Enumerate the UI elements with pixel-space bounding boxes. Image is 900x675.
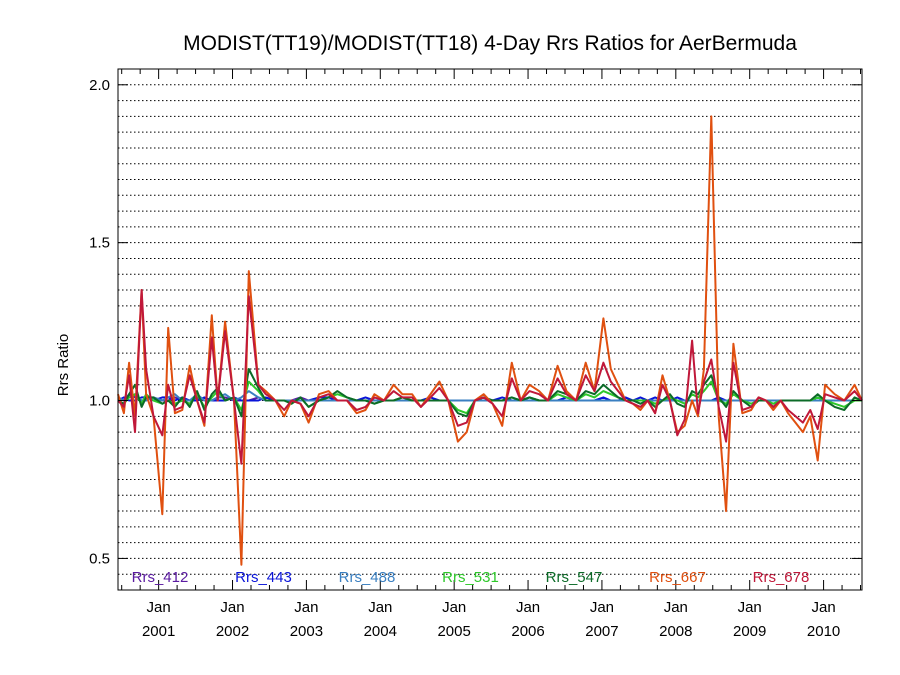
legend-label-rrs-667: Rrs_667 bbox=[649, 569, 706, 586]
x-tick-label-month: Jan bbox=[442, 599, 466, 616]
x-tick-label-month: Jan bbox=[664, 599, 688, 616]
series-line-rrs-667 bbox=[117, 115, 863, 566]
grid-lines bbox=[118, 84, 862, 575]
series-line-rrs-547 bbox=[117, 368, 863, 418]
x-tick-label-year: 2003 bbox=[290, 623, 323, 640]
legend-label-rrs-488: Rrs_488 bbox=[339, 569, 396, 586]
x-tick-label-month: Jan bbox=[294, 599, 318, 616]
x-tick-label-month: Jan bbox=[147, 599, 171, 616]
y-tick-label: 1.0 bbox=[89, 393, 110, 410]
x-tick-label-month: Jan bbox=[368, 599, 392, 616]
legend-label-rrs-531: Rrs_531 bbox=[442, 569, 499, 586]
x-tick-label-month: Jan bbox=[590, 599, 614, 616]
y-tick-label: 0.5 bbox=[89, 550, 110, 567]
legend-label-rrs-678: Rrs_678 bbox=[753, 569, 810, 586]
x-tick-label-year: 2007 bbox=[585, 623, 618, 640]
y-tick-label: 2.0 bbox=[89, 77, 110, 94]
legend-label-rrs-547: Rrs_547 bbox=[546, 569, 603, 586]
series-line-rrs-678 bbox=[117, 289, 863, 465]
legend-label-rrs-412: Rrs_412 bbox=[132, 569, 189, 586]
x-tick-label-year: 2001 bbox=[142, 623, 175, 640]
x-tick-label-year: 2005 bbox=[437, 623, 470, 640]
x-tick-label-month: Jan bbox=[811, 599, 835, 616]
x-tick-label-year: 2002 bbox=[216, 623, 249, 640]
x-tick-label-year: 2004 bbox=[364, 623, 397, 640]
x-tick-label-month: Jan bbox=[220, 599, 244, 616]
x-tick-label-year: 2009 bbox=[733, 623, 766, 640]
x-tick-label-month: Jan bbox=[738, 599, 762, 616]
plot-frame bbox=[117, 68, 863, 591]
data-series bbox=[117, 115, 863, 566]
x-tick-label-year: 2006 bbox=[511, 623, 544, 640]
x-tick-label-year: 2010 bbox=[807, 623, 840, 640]
y-tick-label: 1.5 bbox=[89, 235, 110, 252]
legend-label-rrs-443: Rrs_443 bbox=[235, 569, 292, 586]
axis-ticks: 0.5 1.0 1.5 2.0 Jan 2001 Jan 2002 Jan 2003 Jan 2004… bbox=[89, 69, 862, 640]
y-axis-label: Rrs Ratio bbox=[55, 334, 72, 397]
chart-title: MODIST(TT19)/MODIST(TT18) 4-Day Rrs Rati… bbox=[183, 32, 797, 55]
legend: Rrs_412 Rrs_443 Rrs_488 Rrs_531 Rrs_547 Rrs_6… bbox=[132, 569, 810, 586]
x-tick-label-year: 2008 bbox=[659, 623, 692, 640]
x-tick-label-month: Jan bbox=[516, 599, 540, 616]
